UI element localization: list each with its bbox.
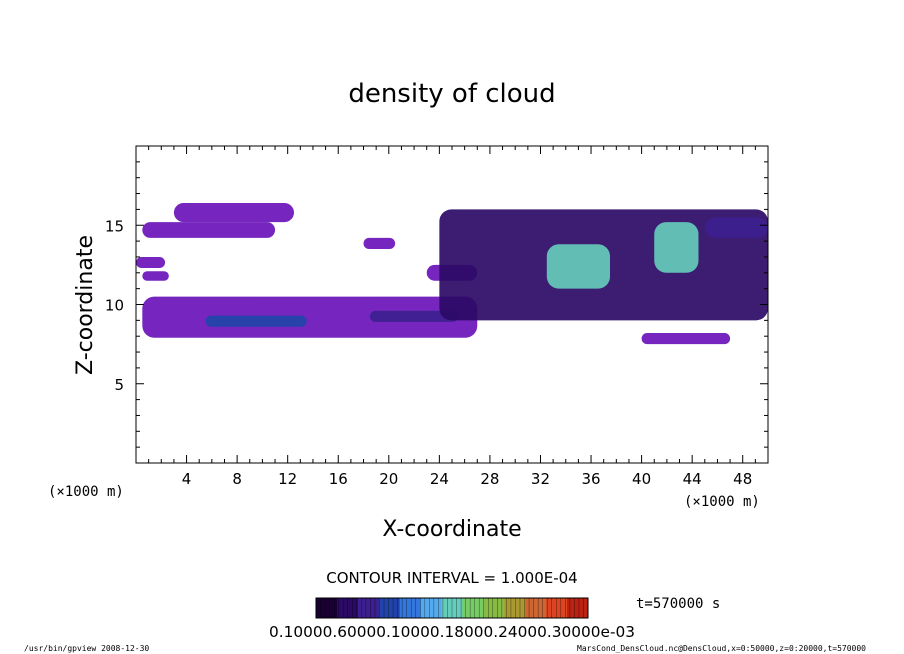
heatmap-region: [641, 333, 731, 345]
x-tick-label: 28: [480, 470, 499, 488]
heatmap-region: [205, 315, 307, 327]
x-unit-right: (×1000 m): [684, 494, 760, 510]
x-tick-label: 32: [531, 470, 550, 488]
y-tick-label: 5: [114, 376, 124, 394]
x-tick-label: 16: [329, 470, 348, 488]
x-tick-label: 40: [632, 470, 651, 488]
heatmap-region: [142, 222, 276, 238]
heatmap-region: [546, 244, 610, 289]
colorbar-labels: 0.10000.60000.10000.18000.24000.30000e-0…: [269, 623, 635, 641]
colorbar-swatch: [357, 598, 380, 618]
x-tick-label: 44: [683, 470, 702, 488]
y-tick-label: 15: [105, 217, 124, 235]
colorbar-swatch: [504, 598, 526, 618]
x-tick-label: 20: [379, 470, 398, 488]
heatmap-region: [704, 217, 768, 238]
heatmap-region: [136, 256, 166, 269]
y-axis-label: Z-coordinate: [73, 235, 98, 375]
heatmap-region: [369, 310, 459, 322]
footer-right: MarsCond_DensCloud.nc@DensCloud,x=0:5000…: [577, 644, 866, 653]
x-tick-labels: 4 8 12 16 20 24 28 32 36 40 44 48: [182, 470, 752, 488]
colorbar-swatch: [567, 598, 589, 618]
heatmap-layer: [136, 203, 768, 345]
x-tick-label: 8: [232, 470, 242, 488]
x-tick-label: 24: [430, 470, 449, 488]
colorbar-swatch: [525, 598, 547, 618]
colorbar-swatch: [316, 598, 338, 618]
colorbar-swatch: [462, 598, 484, 618]
colorbar-swatch: [378, 598, 401, 618]
heatmap-region: [363, 237, 396, 250]
x-tick-label: 48: [733, 470, 752, 488]
plot-area: [135, 145, 769, 464]
colorbar-swatch: [546, 598, 568, 618]
x-tick-label: 12: [278, 470, 297, 488]
colorbar-swatch: [483, 598, 505, 618]
heatmap-region: [142, 271, 169, 281]
colorbar-swatch: [399, 598, 422, 618]
contour-interval: CONTOUR INTERVAL = 1.000E-04: [326, 569, 577, 587]
colorbar-frame: [315, 597, 589, 619]
chart-title: density of cloud: [348, 79, 555, 109]
x-axis-label: X-coordinate: [382, 517, 521, 542]
colorbar-swatch: [420, 598, 443, 618]
y-tick-label: 10: [105, 297, 124, 315]
heatmap-region: [654, 222, 699, 273]
x-tick-label: 36: [581, 470, 600, 488]
time-label: t=570000 s: [636, 596, 720, 612]
footer-left: /usr/bin/gpview 2008-12-30: [24, 644, 149, 653]
x-tick-label: 4: [182, 470, 192, 488]
axis-ticks: [136, 146, 768, 463]
colorbar: [315, 598, 589, 618]
y-tick-labels: 5 10 15: [105, 217, 124, 394]
heatmap-region: [173, 203, 294, 223]
x-unit-left: (×1000 m): [48, 484, 124, 500]
heatmap-region: [142, 296, 478, 338]
